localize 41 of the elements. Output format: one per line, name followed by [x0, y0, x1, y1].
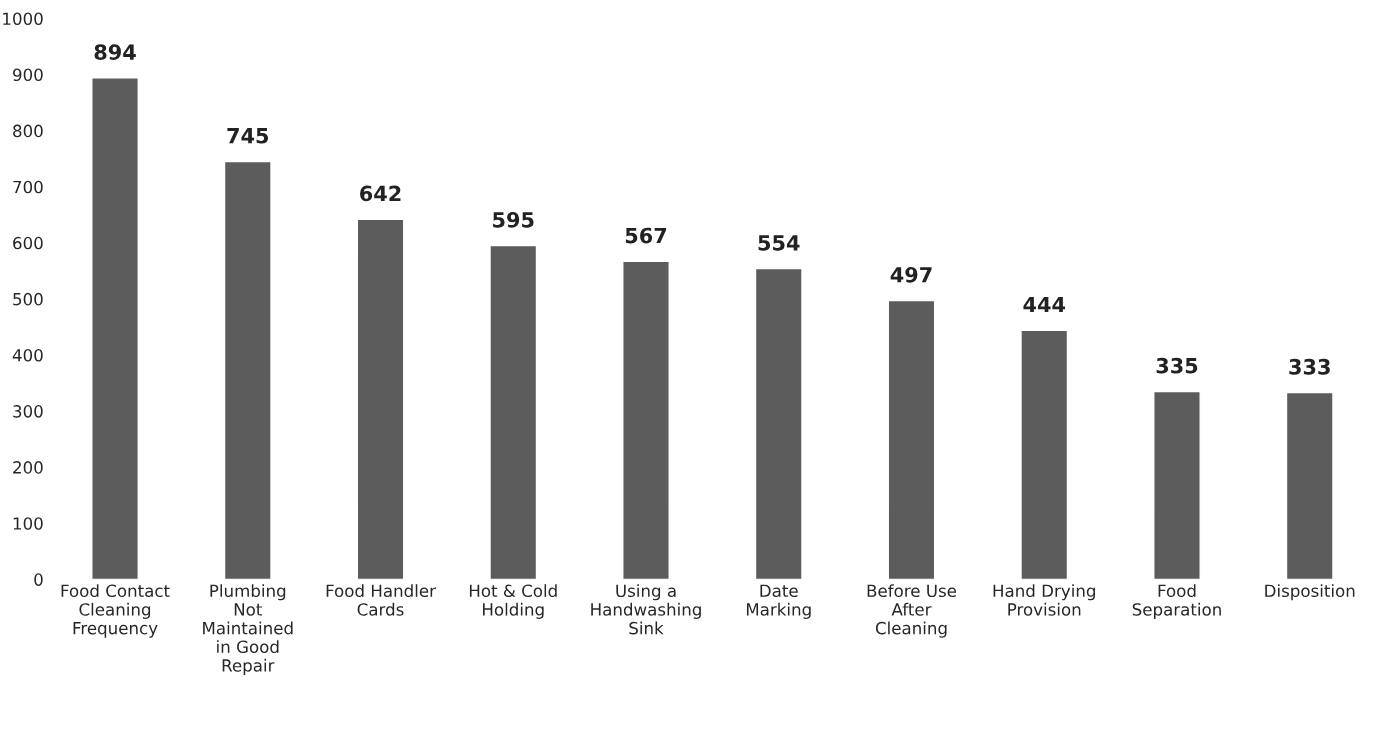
y-tick-label: 400	[12, 348, 43, 362]
x-tick-label: Date Marking	[746, 584, 811, 619]
x-tick-label: Disposition	[1265, 584, 1355, 601]
bar	[754, 267, 803, 580]
y-tick-label: 0	[34, 573, 43, 586]
y-tick-label: 800	[13, 124, 43, 138]
data-label: 497	[890, 266, 932, 283]
bar	[1153, 390, 1201, 580]
y-tick-label: 600	[13, 236, 43, 250]
bar	[622, 260, 670, 580]
bar	[223, 160, 272, 580]
x-tick-label: Hot & Cold Holding	[469, 584, 557, 619]
data-label: 894	[94, 44, 136, 60]
data-label: 595	[493, 211, 534, 228]
x-tick-label: Food Separation	[1132, 584, 1221, 619]
y-tick-label: 700	[13, 180, 43, 194]
x-tick-label: Plumbing Not Maintained in Good Repair	[203, 584, 293, 675]
data-label: 444	[1023, 296, 1066, 313]
bar	[1020, 329, 1069, 580]
bar	[1285, 391, 1334, 580]
x-tick-label: Using a Handwashing Sink	[591, 584, 701, 635]
bar	[489, 244, 538, 580]
x-tick-label: Food Contact Cleaning Frequency	[61, 584, 170, 638]
y-tick-label: 300	[13, 405, 43, 418]
x-tick-label: Before Use After Cleaning	[867, 584, 957, 638]
x-tick-label: Food Handler Cards	[326, 584, 436, 616]
bar	[356, 218, 405, 580]
y-tick-label: 500	[13, 292, 43, 306]
y-tick-label: 1000	[3, 12, 43, 26]
data-label: 333	[1289, 358, 1330, 375]
y-tick-label: 100	[13, 517, 43, 530]
y-tick-label: 900	[13, 68, 43, 82]
data-label: 567	[625, 227, 667, 244]
bar	[91, 77, 139, 580]
data-label: 642	[360, 185, 401, 202]
data-label: 745	[227, 128, 269, 144]
bar	[887, 299, 936, 580]
y-tick-label: 200	[13, 461, 43, 474]
data-label: 335	[1156, 357, 1198, 374]
data-label: 554	[758, 235, 800, 251]
x-tick-label: Hand Drying Provision	[993, 584, 1095, 616]
